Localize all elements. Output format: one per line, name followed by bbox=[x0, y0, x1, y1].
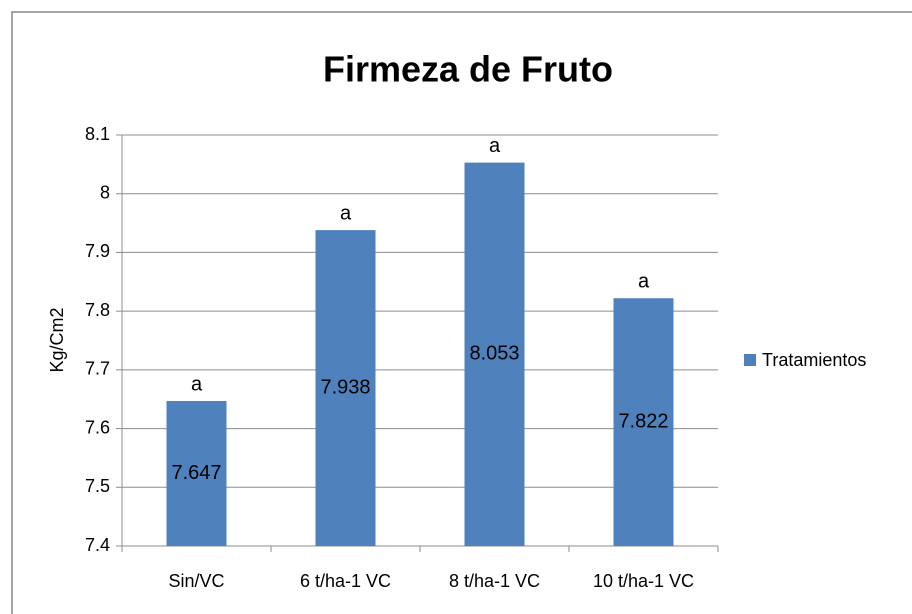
significance-letter: a bbox=[340, 202, 352, 224]
y-tick-label: 7.8 bbox=[85, 300, 110, 320]
value-label: 7.938 bbox=[320, 376, 370, 398]
significance-letter: a bbox=[638, 271, 650, 293]
bar bbox=[166, 400, 227, 546]
significance-letter: a bbox=[191, 373, 203, 395]
legend-label: Tratamientos bbox=[762, 350, 866, 370]
bar bbox=[613, 298, 674, 546]
value-label: 7.822 bbox=[618, 410, 668, 432]
x-tick-label: 6 t/ha-1 VC bbox=[300, 571, 391, 591]
y-tick-label: 7.9 bbox=[85, 241, 110, 261]
x-tick-label: 8 t/ha-1 VC bbox=[449, 571, 540, 591]
y-tick-label: 7.5 bbox=[85, 476, 110, 496]
bar bbox=[315, 230, 376, 547]
x-tick-label: Sin/VC bbox=[168, 571, 224, 591]
legend-swatch bbox=[744, 354, 756, 366]
y-tick-label: 7.7 bbox=[85, 359, 110, 379]
y-tick-label: 7.6 bbox=[85, 417, 110, 437]
value-label: 7.647 bbox=[171, 462, 221, 484]
value-label: 8.053 bbox=[469, 343, 519, 365]
significance-letter: a bbox=[489, 135, 501, 157]
y-axis-label: Kg/Cm2 bbox=[47, 307, 67, 372]
chart-title: Firmeza de Fruto bbox=[323, 49, 613, 90]
y-tick-label: 7.4 bbox=[85, 535, 110, 555]
x-tick-label: 10 t/ha-1 VC bbox=[593, 571, 694, 591]
bar bbox=[464, 162, 525, 547]
y-tick-label: 8 bbox=[100, 182, 110, 202]
chart-border bbox=[11, 11, 912, 614]
y-tick-label: 8.1 bbox=[85, 124, 110, 144]
